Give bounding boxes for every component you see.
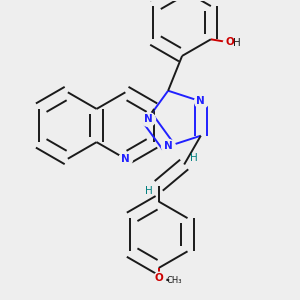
- Text: H: H: [190, 153, 198, 163]
- Text: N: N: [143, 113, 152, 124]
- Text: O: O: [154, 273, 163, 284]
- Text: N: N: [164, 141, 172, 151]
- Text: N: N: [121, 154, 130, 164]
- Text: O: O: [226, 38, 235, 47]
- Text: CH₃: CH₃: [167, 276, 182, 285]
- Text: N: N: [196, 96, 205, 106]
- Text: H: H: [145, 186, 153, 196]
- Text: H: H: [233, 38, 241, 48]
